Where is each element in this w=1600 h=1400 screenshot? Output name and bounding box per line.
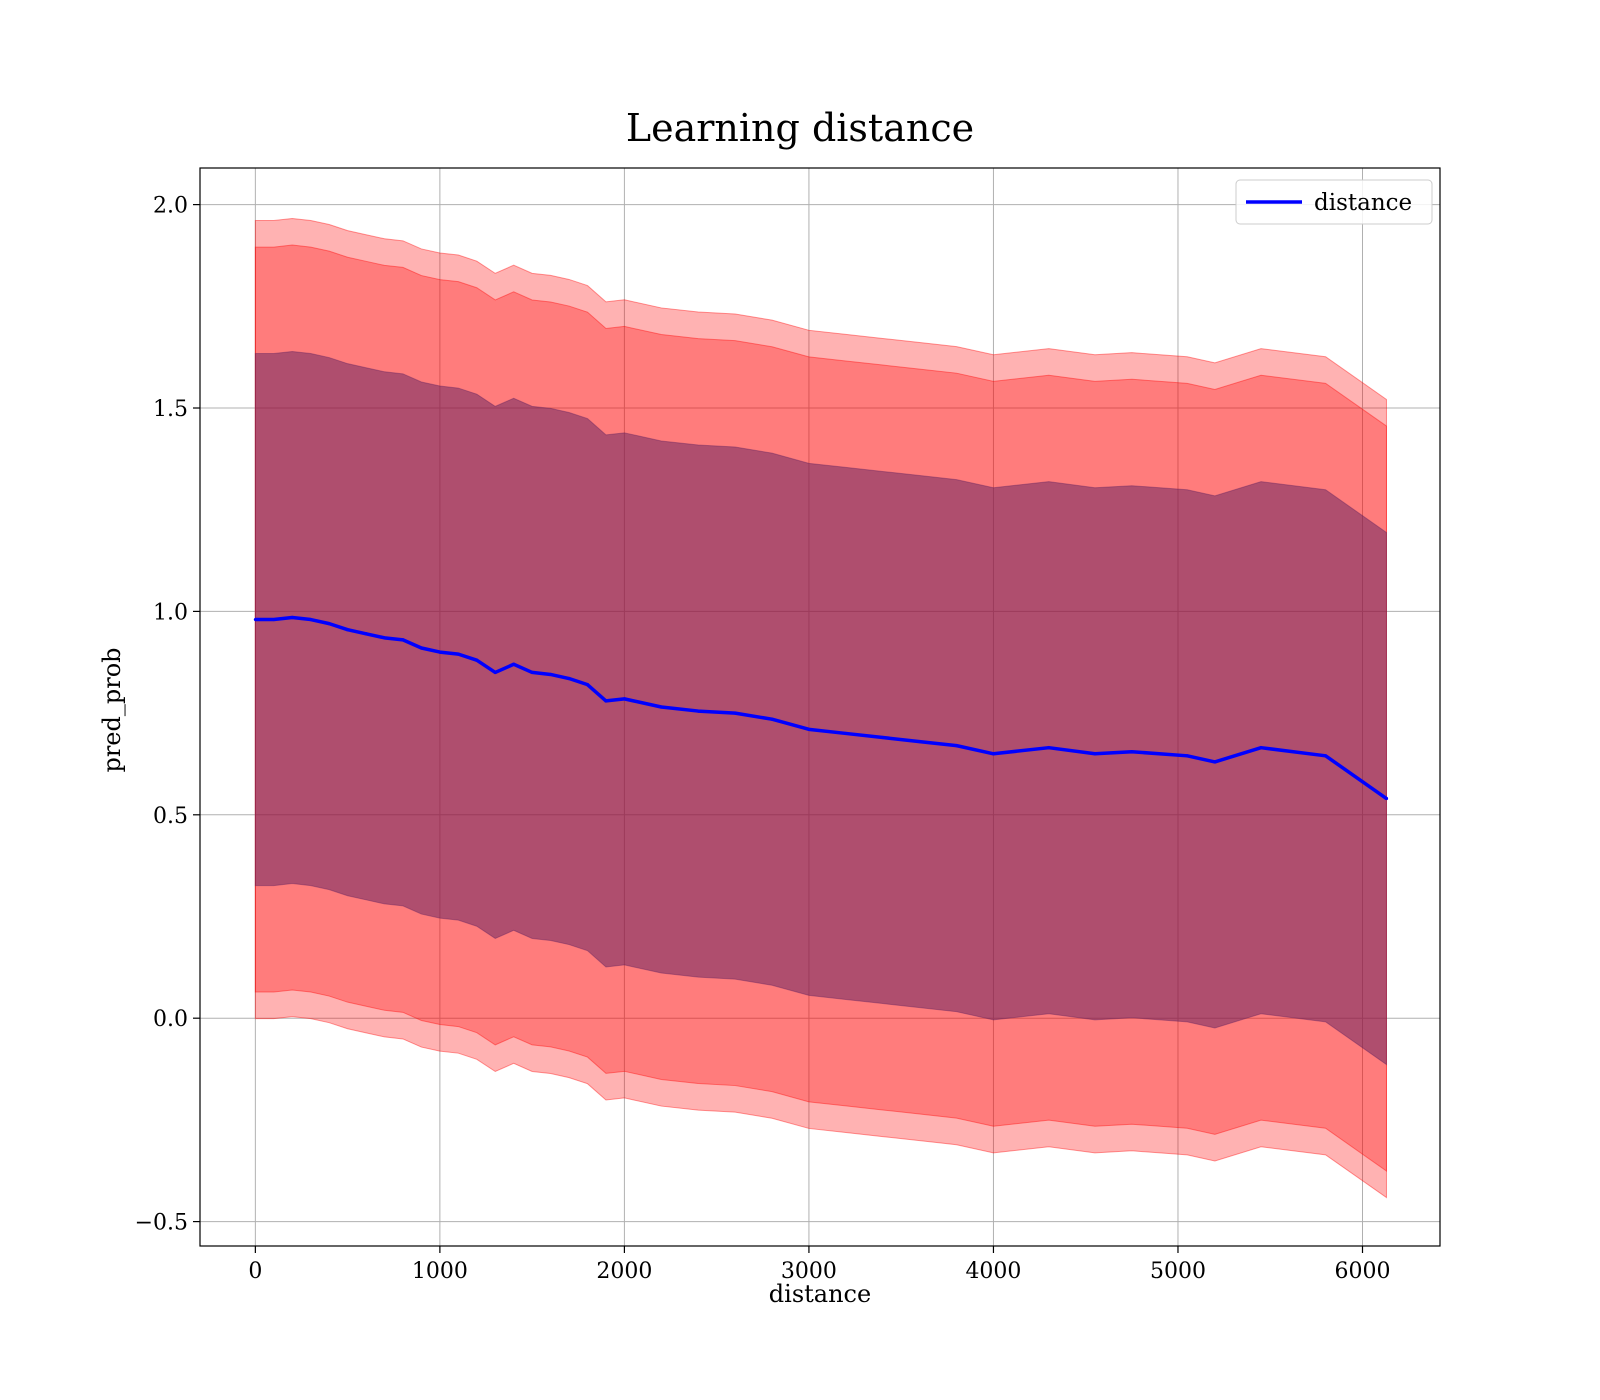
data-point: [548, 672, 553, 677]
data-point: [512, 662, 516, 666]
data-point: [290, 615, 294, 620]
data-point: [881, 735, 885, 740]
data-point: [604, 699, 608, 703]
data-point: [401, 638, 405, 642]
data-point: [1213, 760, 1217, 764]
data-point: [696, 709, 700, 713]
data-point: [918, 739, 922, 744]
data-point: [1185, 754, 1189, 758]
data-point: [272, 617, 276, 622]
data-point: [770, 717, 774, 721]
y-tick-label: 1.5: [153, 397, 188, 422]
legend-box: [1235, 179, 1433, 225]
data-point: [1047, 746, 1051, 750]
y-tick-label: 2.0: [153, 194, 188, 219]
data-point: [733, 711, 737, 715]
data-point: [253, 617, 257, 622]
data-point: [567, 676, 571, 681]
x-tick-label: 3000: [781, 1259, 837, 1284]
data-point: [954, 744, 959, 748]
y-tick-label: 1.0: [153, 600, 188, 625]
y-tick-label: 0.0: [153, 1007, 188, 1032]
plot-area: 0 1000 2000 3000 4000 5000 6000 −0.5 0.0 0.5 1.0 1.…: [135, 167, 1441, 1284]
data-point: [659, 705, 663, 709]
data-point: [1093, 752, 1097, 756]
y-axis-label: pred_prob: [98, 647, 126, 772]
x-tick-label: 5000: [1150, 1259, 1206, 1284]
data-point: [844, 731, 848, 736]
x-axis-label: distance: [769, 1280, 871, 1308]
legend-label: distance: [1314, 190, 1412, 216]
x-tick-label: 0: [248, 1259, 262, 1284]
data-point: [309, 617, 313, 622]
data-point: [346, 628, 350, 632]
data-point: [991, 752, 996, 756]
x-tick-label: 4000: [965, 1259, 1021, 1284]
y-tick-label: 0.5: [153, 804, 188, 829]
data-point: [327, 622, 331, 626]
data-point: [1384, 796, 1389, 801]
data-point: [364, 632, 368, 636]
data-point: [456, 652, 460, 656]
data-point: [530, 670, 534, 675]
data-point: [807, 727, 811, 731]
data-point: [419, 646, 424, 650]
chart-title: Learning distance: [626, 106, 974, 150]
data-point: [1323, 754, 1328, 758]
confidence-band-3: [254, 350, 1387, 1066]
x-tick-label: 2000: [596, 1259, 652, 1284]
y-tick-label: −0.5: [135, 1211, 188, 1236]
data-point: [382, 636, 387, 640]
x-tick-label: 1000: [412, 1259, 468, 1284]
data-point: [622, 697, 627, 701]
data-point: [585, 683, 590, 687]
data-point: [438, 650, 442, 654]
data-point: [1259, 746, 1263, 750]
data-point: [475, 658, 479, 662]
data-point: [493, 670, 497, 675]
data-point: [1130, 750, 1134, 754]
plot-frame: [199, 167, 1441, 1247]
x-tick-label: 6000: [1335, 1259, 1391, 1284]
